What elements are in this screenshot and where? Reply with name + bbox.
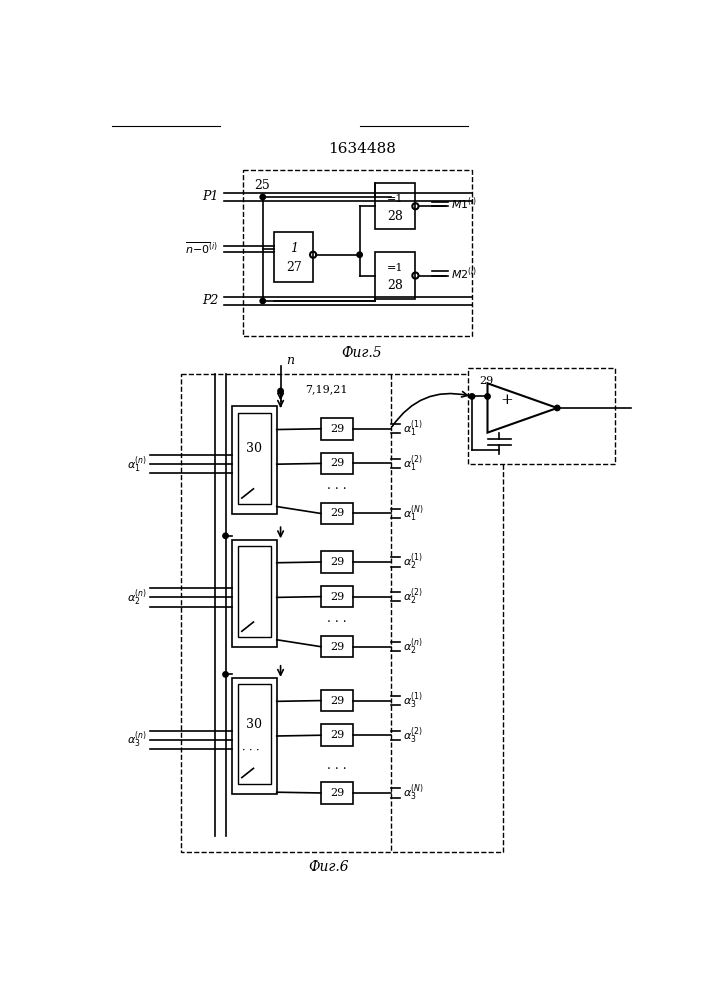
Circle shape (278, 388, 284, 394)
Text: Фиг.5: Фиг.5 (341, 346, 382, 360)
Text: $\alpha_1^{(N)}$: $\alpha_1^{(N)}$ (403, 503, 424, 524)
Text: 29: 29 (330, 424, 344, 434)
Text: P2: P2 (202, 294, 218, 307)
Circle shape (260, 298, 265, 304)
Text: +: + (501, 393, 513, 407)
Bar (182, 374, 503, 852)
Bar (321, 503, 354, 524)
Text: 29: 29 (330, 696, 344, 706)
Text: · · ·: · · · (327, 763, 347, 776)
Text: 29: 29 (479, 376, 493, 386)
Text: 28: 28 (387, 279, 403, 292)
Circle shape (357, 252, 363, 257)
Text: $\alpha_1^{(2)}$: $\alpha_1^{(2)}$ (403, 453, 423, 474)
Bar (238, 684, 271, 784)
Bar (375, 183, 416, 229)
Text: Фиг.6: Фиг.6 (308, 860, 349, 874)
Text: $\alpha_1^{(n)}$: $\alpha_1^{(n)}$ (127, 454, 147, 475)
Bar (232, 540, 276, 647)
Text: $\alpha_3^{(2)}$: $\alpha_3^{(2)}$ (403, 725, 423, 746)
Text: 29: 29 (330, 730, 344, 740)
Text: 29: 29 (330, 557, 344, 567)
Text: 1: 1 (290, 242, 298, 255)
Text: 1634488: 1634488 (328, 142, 396, 156)
Text: $\alpha_1^{(1)}$: $\alpha_1^{(1)}$ (403, 418, 423, 439)
Text: $\alpha_3^{(n)}$: $\alpha_3^{(n)}$ (127, 729, 147, 750)
Text: · · ·: · · · (242, 746, 259, 756)
Bar (321, 586, 354, 607)
Bar (321, 690, 354, 711)
Text: $\alpha_2^{(2)}$: $\alpha_2^{(2)}$ (403, 586, 423, 607)
Bar (243, 170, 472, 336)
Bar (321, 724, 354, 746)
Text: 30: 30 (246, 442, 262, 455)
Text: P1: P1 (202, 190, 218, 204)
Circle shape (260, 194, 265, 200)
Text: $\alpha_2^{(1)}$: $\alpha_2^{(1)}$ (403, 552, 423, 572)
Circle shape (485, 394, 490, 399)
Text: $\alpha_3^{(N)}$: $\alpha_3^{(N)}$ (403, 783, 424, 803)
Text: 29: 29 (330, 458, 344, 468)
Text: =1: =1 (387, 263, 404, 273)
Text: $\alpha_2^{(n)}$: $\alpha_2^{(n)}$ (127, 587, 147, 608)
Bar (238, 546, 271, 637)
Bar (238, 413, 271, 504)
Bar (321, 782, 354, 804)
Circle shape (469, 394, 474, 399)
Bar (321, 636, 354, 657)
Text: 27: 27 (286, 261, 302, 274)
Text: $\overline{n{-}0}^{(i)}$: $\overline{n{-}0}^{(i)}$ (185, 241, 218, 256)
Text: 28: 28 (387, 210, 403, 223)
Text: n: n (286, 354, 294, 367)
Circle shape (554, 405, 560, 411)
Text: $M1^{(i)}$: $M1^{(i)}$ (451, 196, 477, 212)
Text: 29: 29 (330, 788, 344, 798)
Text: 30: 30 (246, 718, 262, 731)
Bar (232, 678, 276, 794)
Text: · · ·: · · · (327, 616, 347, 629)
Text: $M2^{(i)}$: $M2^{(i)}$ (451, 265, 477, 282)
Bar (274, 232, 313, 282)
Bar (232, 406, 276, 514)
Text: 29: 29 (330, 508, 344, 518)
Text: 25: 25 (255, 179, 270, 192)
Bar (321, 453, 354, 474)
Text: · · ·: · · · (327, 483, 347, 496)
Text: 29: 29 (330, 592, 344, 602)
Circle shape (223, 533, 228, 538)
Text: $\alpha_2^{(n)}$: $\alpha_2^{(n)}$ (403, 636, 423, 657)
Bar (375, 252, 416, 299)
Text: 29: 29 (330, 642, 344, 652)
Bar (468, 368, 615, 464)
Text: =1: =1 (387, 194, 404, 204)
Bar (321, 418, 354, 440)
Bar (321, 551, 354, 573)
Text: $\alpha_3^{(1)}$: $\alpha_3^{(1)}$ (403, 690, 423, 711)
Circle shape (223, 672, 228, 677)
Text: 7,19,21: 7,19,21 (305, 384, 348, 394)
